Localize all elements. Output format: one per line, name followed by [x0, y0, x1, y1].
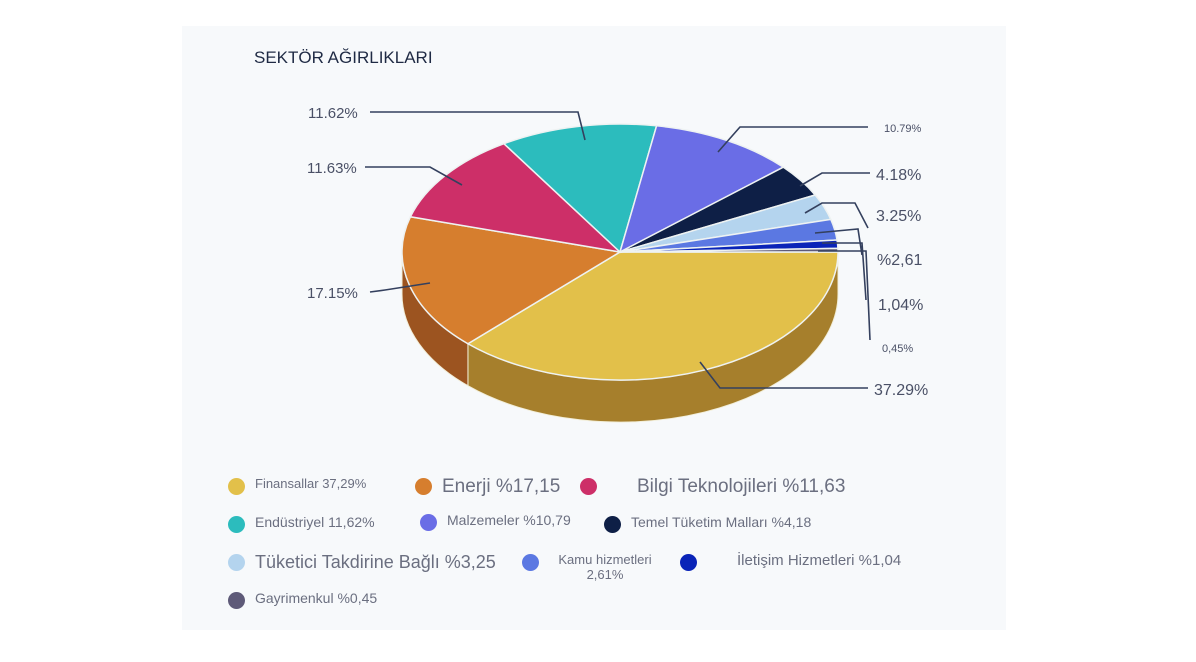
leader-line — [370, 111, 586, 141]
legend-label: Kamu hizmetleri 2,61% — [558, 552, 652, 582]
legend-item[interactable]: Finansallar 37,29% — [228, 476, 366, 495]
leader-line — [717, 126, 868, 153]
legend-item[interactable]: Gayrimenkul %0,45 — [228, 590, 377, 609]
legend-item[interactable]: Temel Tüketim Malları %4,18 — [604, 514, 811, 533]
data-label: 17.15% — [307, 285, 358, 302]
legend-swatch — [228, 478, 245, 495]
pie-slice-finansallar — [466, 251, 839, 381]
pie-slice-enerji — [401, 215, 623, 345]
legend-swatch — [228, 516, 245, 533]
leader-line — [365, 166, 463, 186]
leader-line — [369, 282, 431, 293]
legend-label: Gayrimenkul %0,45 — [255, 590, 378, 606]
data-label: 3.25% — [876, 208, 921, 225]
legend-swatch — [680, 554, 697, 571]
pie-slice-gayrimenkul — [619, 247, 839, 253]
chart-title: SEKTÖR AĞIRLIKLARI — [254, 48, 433, 67]
leader-line — [814, 228, 863, 256]
data-label: 11.62% — [308, 105, 358, 122]
legend-label: Temel Tüketim Malları %4,18 — [631, 514, 812, 530]
legend-swatch — [522, 554, 539, 571]
legend-item[interactable]: Enerji %17,15 — [415, 476, 560, 498]
legend-label: Tüketici Takdirine Bağlı %3,25 — [255, 552, 496, 572]
pie-slice-end-striyel — [502, 123, 658, 254]
data-label: 10.79% — [884, 123, 922, 135]
legend-swatch — [420, 514, 437, 531]
legend-label: Endüstriyel 11,62% — [255, 514, 375, 530]
legend-label: Malzemeler %10,79 — [447, 512, 571, 528]
data-label: %2,61 — [877, 252, 922, 269]
leader-line — [818, 250, 871, 341]
legend-swatch — [228, 554, 245, 571]
legend-swatch — [415, 478, 432, 495]
legend-swatch — [604, 516, 621, 533]
legend-label: İletişim Hizmetleri %1,04 — [737, 552, 902, 569]
legend-item[interactable]: Malzemeler %10,79 — [420, 512, 571, 531]
data-label: 0,45% — [882, 343, 913, 355]
legend-item[interactable]: Tüketici Takdirine Bağlı %3,25 — [228, 552, 496, 573]
data-label: 11.63% — [307, 160, 357, 177]
legend-item[interactable]: Endüstriyel 11,62% — [228, 514, 375, 533]
leader-line — [804, 202, 869, 229]
pie-slice-malzemeler — [618, 125, 785, 254]
data-label: 4.18% — [876, 167, 921, 184]
leader-line — [799, 172, 870, 187]
legend-label: Finansallar 37,29% — [255, 476, 367, 491]
leader-line — [699, 361, 868, 389]
data-label: 37.29% — [874, 382, 928, 399]
legend-swatch — [228, 592, 245, 609]
legend-item[interactable]: İletişim Hizmetleri %1,04 — [680, 552, 901, 571]
legend-label: Enerji %17,15 — [442, 476, 561, 497]
legend-label: Bilgi Teknolojileri %11,63 — [637, 476, 846, 497]
leader-line — [822, 242, 867, 301]
legend-item[interactable]: Bilgi Teknolojileri %11,63 — [580, 476, 845, 498]
data-label: 1,04% — [878, 297, 923, 314]
legend-item[interactable]: Kamu hizmetleri 2,61% — [522, 552, 661, 582]
legend-swatch — [580, 478, 597, 495]
